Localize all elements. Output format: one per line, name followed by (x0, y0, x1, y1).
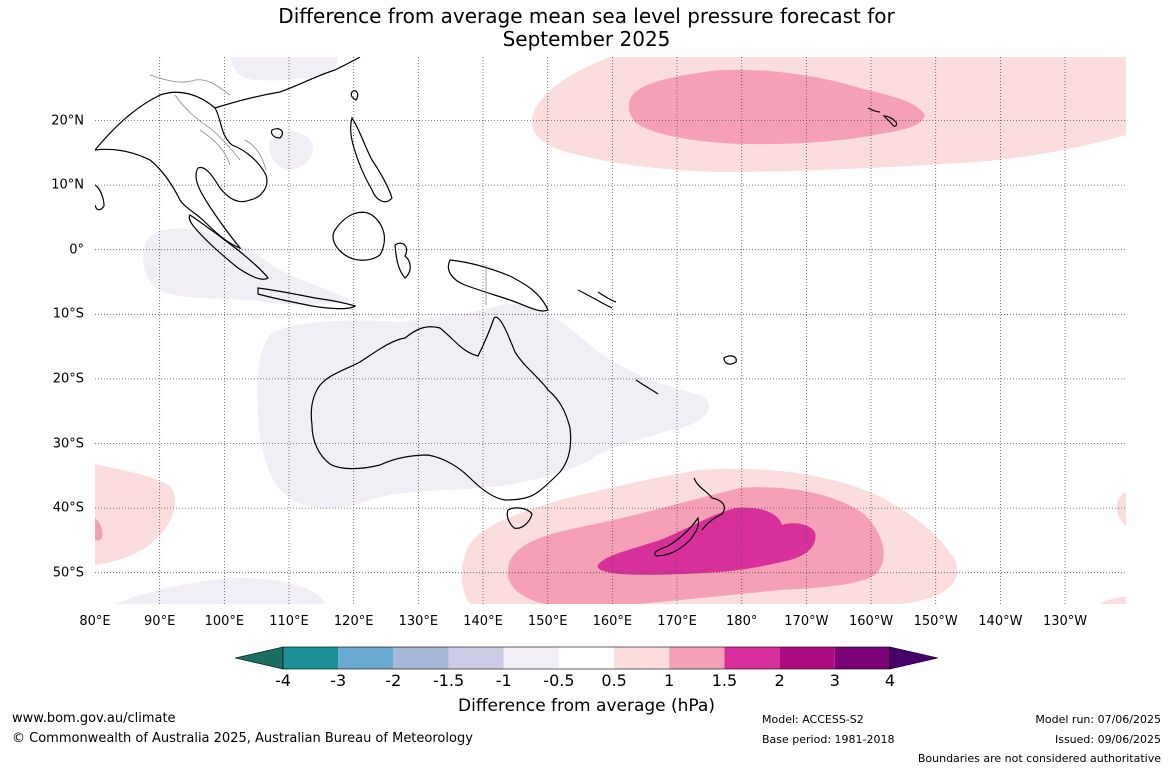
coast-sumatra (188, 214, 269, 280)
colorbar-label: 1.5 (711, 671, 738, 690)
x-tick-label: 160°W (848, 614, 894, 629)
x-tick-label: 150°E (527, 614, 568, 629)
x-tick-label: 160°E (592, 614, 633, 629)
footer-base-period: Base period: 1981-2018 (762, 733, 895, 746)
footer-copyright: © Commonwealth of Australia 2025, Austra… (12, 731, 473, 746)
coast-new-zealand-north (693, 477, 725, 531)
pos-anomaly-region-east-edge (1116, 492, 1126, 526)
y-tick-label: 30°S (52, 436, 84, 451)
pos-anomaly-region-west-edge (95, 518, 103, 541)
colorbar-title: Difference from average (hPa) (458, 696, 715, 716)
coast-hawaii (867, 107, 898, 127)
x-tick-label: 170°E (657, 614, 697, 629)
y-tick-label: 20°N (51, 113, 84, 128)
y-tick-label: 0° (69, 242, 84, 258)
x-tick-label: 110°E (269, 614, 309, 629)
chart-title-line1: Difference from average mean sea level p… (278, 4, 895, 28)
x-tick-label: 150°W (913, 614, 958, 629)
x-tick-label: 80°E (79, 614, 111, 629)
x-tick-label: 140°W (978, 614, 1023, 629)
coast-borneo (332, 211, 386, 261)
neg-anomaly-region-philippine (269, 131, 313, 170)
footer-model: Model: ACCESS-S2 (762, 713, 864, 726)
neg-anomaly-region-australia (257, 304, 709, 509)
coast-new-caledonia (635, 379, 659, 395)
footer-disclaimer: Boundaries are not considered authoritat… (917, 752, 1161, 765)
coast-philippines (350, 116, 393, 203)
contour-layer (95, 57, 1126, 604)
colorbar-label: -2 (385, 671, 402, 690)
pos-anomaly-region-north-pacific-core (628, 69, 925, 145)
colorbar-label: -4 (275, 671, 291, 690)
y-tick-label: 50°S (52, 565, 84, 581)
coast-hainan-taiwan (270, 90, 359, 139)
neg-anomaly-region-indonesia (143, 228, 350, 305)
colorbar-label: 1 (664, 671, 675, 690)
coast-java (257, 287, 357, 310)
colorbar-label: 0.5 (601, 671, 627, 690)
graticule (95, 57, 1126, 604)
colorbar-label: -3 (330, 671, 347, 690)
colorbar-label: -1.5 (432, 671, 465, 690)
y-tick-label: 20°S (52, 371, 84, 387)
x-tick-label: 130°W (1042, 614, 1088, 629)
coast-australia (310, 316, 572, 501)
pos-anomaly-region-west-indian (95, 464, 176, 565)
colorbar-label: 3 (829, 671, 840, 690)
chart-title-line2: September 2025 (502, 27, 671, 51)
pos-anomaly-region-far-southeast (1100, 596, 1126, 604)
x-tick-label: 100°E (204, 614, 245, 629)
coast-solomons (577, 289, 617, 309)
x-tick-label: 170°W (784, 614, 829, 629)
pos-anomaly-region-nz-max (597, 507, 816, 575)
coast-asia-mainland (95, 91, 268, 250)
country-borders (149, 74, 487, 305)
footer-url[interactable]: www.bom.gov.au/climate (12, 711, 176, 726)
coast-new-zealand-south (654, 516, 700, 557)
x-tick-label: 140°E (463, 614, 503, 629)
neg-anomaly-region-southwest (115, 578, 325, 604)
x-tick-label: 90°E (144, 614, 176, 629)
coastlines (95, 57, 898, 557)
y-tick-label: 10°N (51, 177, 84, 193)
x-tick-label: 130°E (398, 614, 439, 629)
x-tick-label: 180° (726, 614, 758, 629)
colorbar-label: -0.5 (543, 671, 575, 690)
coast-sulawesi (394, 242, 411, 279)
coast-tasmania (506, 507, 533, 529)
border-southeast-asia (149, 74, 267, 171)
colorbar-label: 4 (884, 671, 896, 690)
y-tick-label: 10°S (52, 306, 84, 322)
neg-anomaly-region-north (230, 57, 338, 81)
coast-new-guinea (447, 259, 549, 312)
footer-model-run: Model run: 07/06/2025 (1035, 713, 1161, 726)
y-tick-label: 40°S (52, 500, 84, 516)
footer-issued: Issued: 09/06/2025 (1054, 733, 1161, 746)
colorbar-label: -1 (495, 671, 512, 690)
x-tick-label: 120°E (333, 614, 374, 629)
coast-india-tip (95, 184, 105, 211)
coast-fiji (723, 355, 737, 365)
colorbar-label: 2 (774, 671, 785, 690)
coast-china-east (214, 57, 361, 109)
